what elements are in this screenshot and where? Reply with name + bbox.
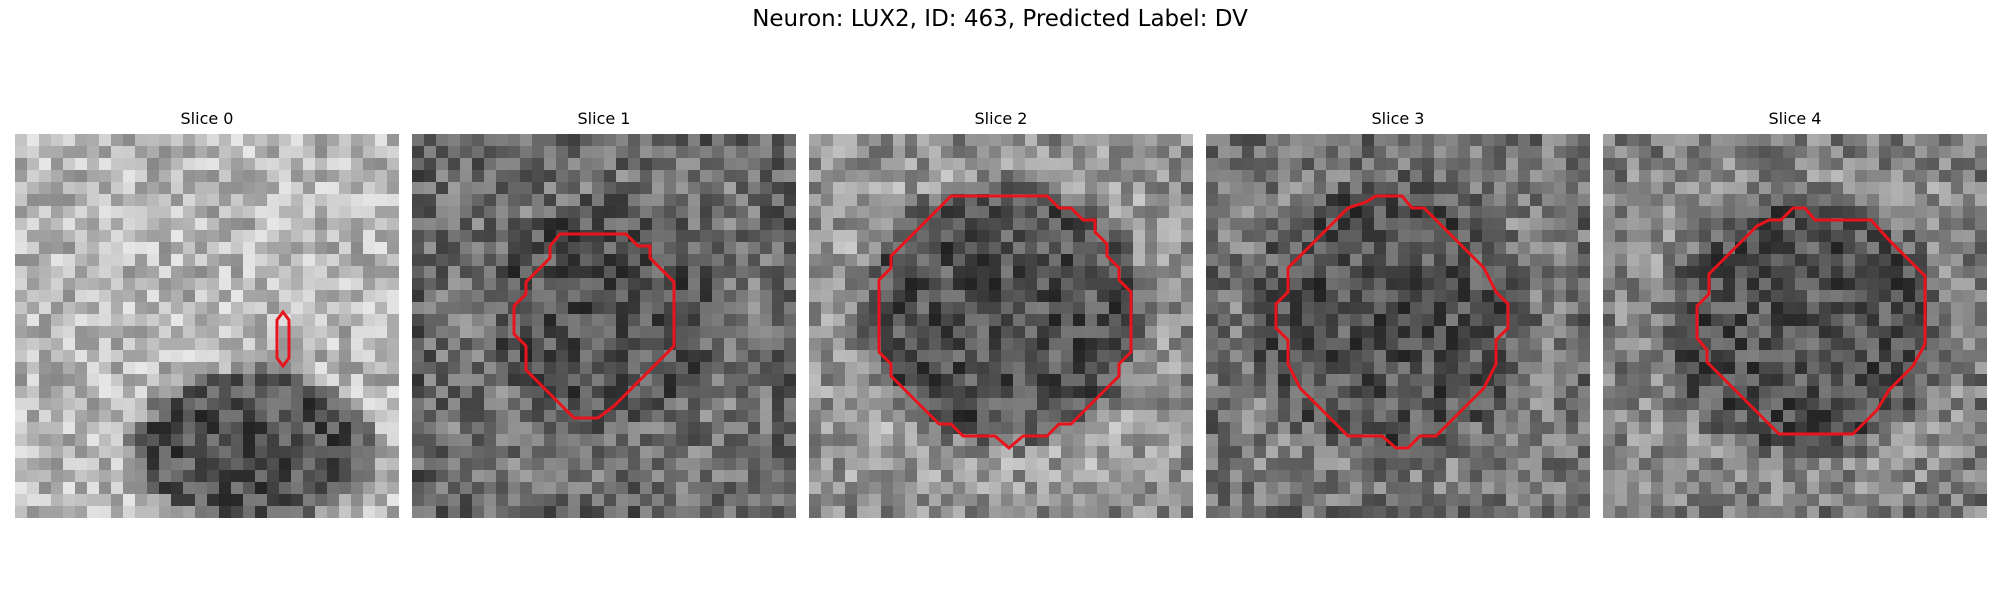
panel-title: Slice 2 [974,109,1028,128]
slice-1-image [412,134,796,518]
slice-3-image [1206,134,1590,518]
roi-outline [275,309,291,369]
panel-slice-2: Slice 2 [809,108,1193,518]
roi-outline [512,232,676,420]
panel-slice-3: Slice 3 [1206,108,1590,518]
figure-title: Neuron: LUX2, ID: 463, Predicted Label: … [752,6,1248,32]
panel-title: Slice 1 [577,109,631,128]
panel-title: Slice 0 [180,109,234,128]
panel-slice-0: Slice 0 [15,108,399,518]
roi-outline [1695,206,1927,436]
roi-outline [1274,194,1510,450]
panel-slice-1: Slice 1 [412,108,796,518]
slice-0-image [15,134,399,518]
slice-2-image [809,134,1193,518]
panel-slice-4: Slice 4 [1603,108,1987,518]
slice-4-image [1603,134,1987,518]
roi-outline [877,194,1133,450]
panel-title: Slice 4 [1768,109,1822,128]
panel-title: Slice 3 [1371,109,1425,128]
